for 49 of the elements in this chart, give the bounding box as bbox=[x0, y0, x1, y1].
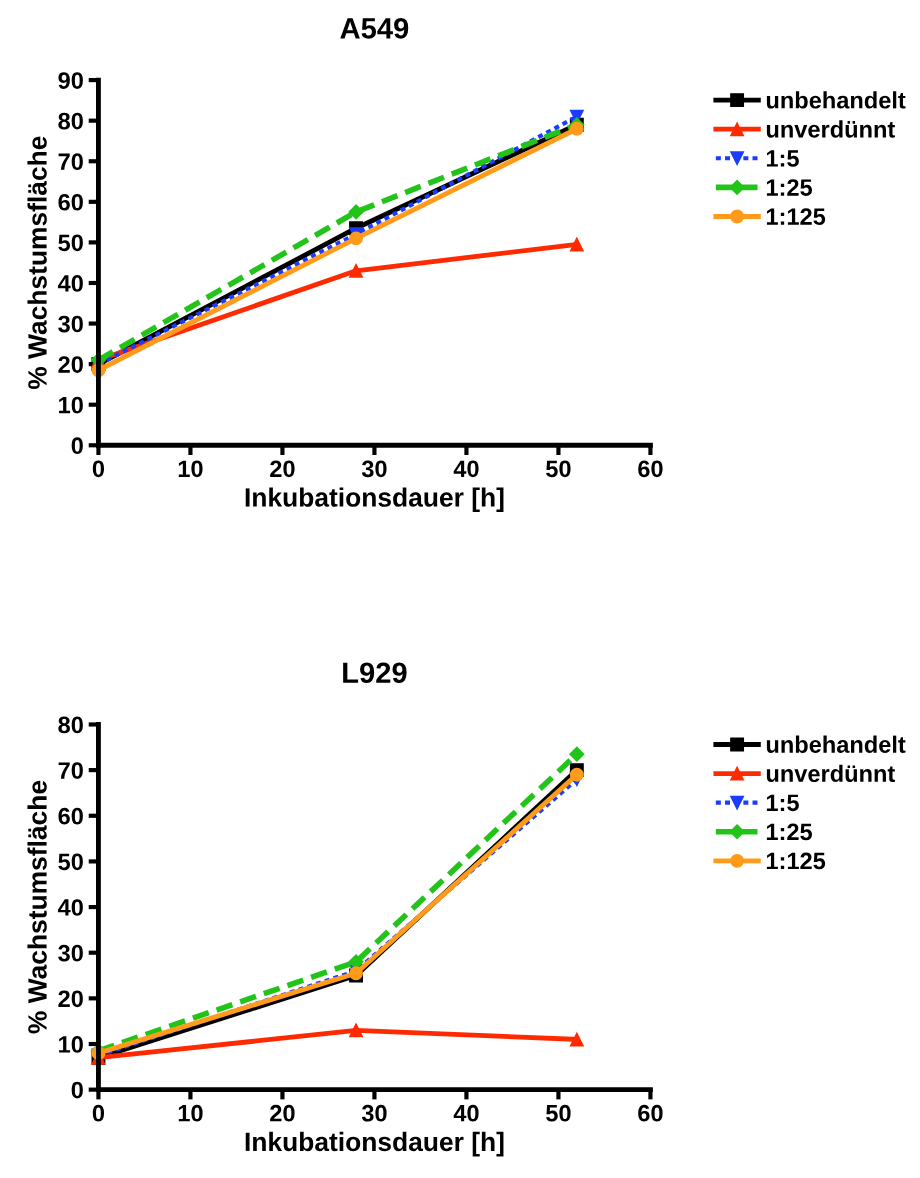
y-tick-label: 0 bbox=[71, 1081, 83, 1099]
x-tick-label: 0 bbox=[92, 1104, 105, 1122]
x-tick-label: 30 bbox=[361, 460, 387, 478]
x-axis-title: Inkubationsdauer [h] bbox=[245, 1131, 504, 1157]
x-tick-label: 40 bbox=[453, 460, 479, 478]
y-tick-label: 0 bbox=[71, 437, 83, 455]
y-tick-label: 30 bbox=[58, 944, 83, 962]
y-tick-label: 80 bbox=[58, 716, 83, 734]
y-tick-label: 40 bbox=[57, 275, 83, 292]
x-tick-label: 60 bbox=[638, 460, 663, 478]
y-tick-label: 90 bbox=[58, 72, 83, 89]
y-tick-label: 70 bbox=[58, 762, 83, 779]
legend-label: 1:125 bbox=[766, 852, 826, 870]
legend-label: unbehandelt bbox=[766, 91, 906, 109]
y-tick-label: 70 bbox=[58, 153, 83, 171]
legend-label: unbehandelt bbox=[766, 735, 906, 753]
x-tick-label: 20 bbox=[270, 460, 295, 478]
y-tick-label: 10 bbox=[59, 396, 83, 414]
y-tick-label: 40 bbox=[57, 899, 83, 916]
x-tick-label: 10 bbox=[178, 460, 203, 478]
legend-label: 1:25 bbox=[766, 179, 813, 196]
x-tick-label: 50 bbox=[546, 460, 571, 478]
legend-label: 1:5 bbox=[766, 150, 799, 167]
legend-label: 1:5 bbox=[766, 794, 799, 812]
legend-label: unverdünnt bbox=[766, 120, 895, 138]
y-tick-label: 10 bbox=[59, 1036, 83, 1053]
x-tick-label: 50 bbox=[546, 1104, 571, 1122]
x-tick-label: 60 bbox=[638, 1104, 663, 1122]
y-tick-label: 50 bbox=[58, 234, 83, 252]
x-axis-title: Inkubationsdauer [h] bbox=[245, 487, 504, 513]
x-tick-label: 10 bbox=[178, 1104, 203, 1122]
chart-title: L929 bbox=[343, 662, 407, 684]
y-tick-label: 20 bbox=[58, 356, 83, 373]
x-tick-label: 20 bbox=[270, 1104, 295, 1122]
y-tick-label: 60 bbox=[58, 807, 83, 825]
x-tick-label: 0 bbox=[92, 460, 105, 478]
x-tick-label: 30 bbox=[361, 1104, 387, 1122]
legend-label: 1:25 bbox=[766, 823, 813, 841]
x-tick-label: 40 bbox=[453, 1104, 479, 1122]
y-tick-label: 60 bbox=[58, 193, 83, 211]
legend-label: 1:125 bbox=[766, 208, 826, 225]
chart-title: A549 bbox=[340, 18, 409, 39]
y-tick-label: 80 bbox=[58, 112, 83, 130]
legend-label: unverdünnt bbox=[766, 764, 895, 783]
y-tick-label: 20 bbox=[58, 990, 83, 1008]
y-tick-label: 50 bbox=[58, 853, 83, 871]
y-tick-label: 30 bbox=[58, 315, 83, 333]
y-axis-title: % Wachstumsfläche bbox=[27, 136, 47, 390]
y-axis-title: % Wachstumsfläche bbox=[27, 780, 47, 1034]
